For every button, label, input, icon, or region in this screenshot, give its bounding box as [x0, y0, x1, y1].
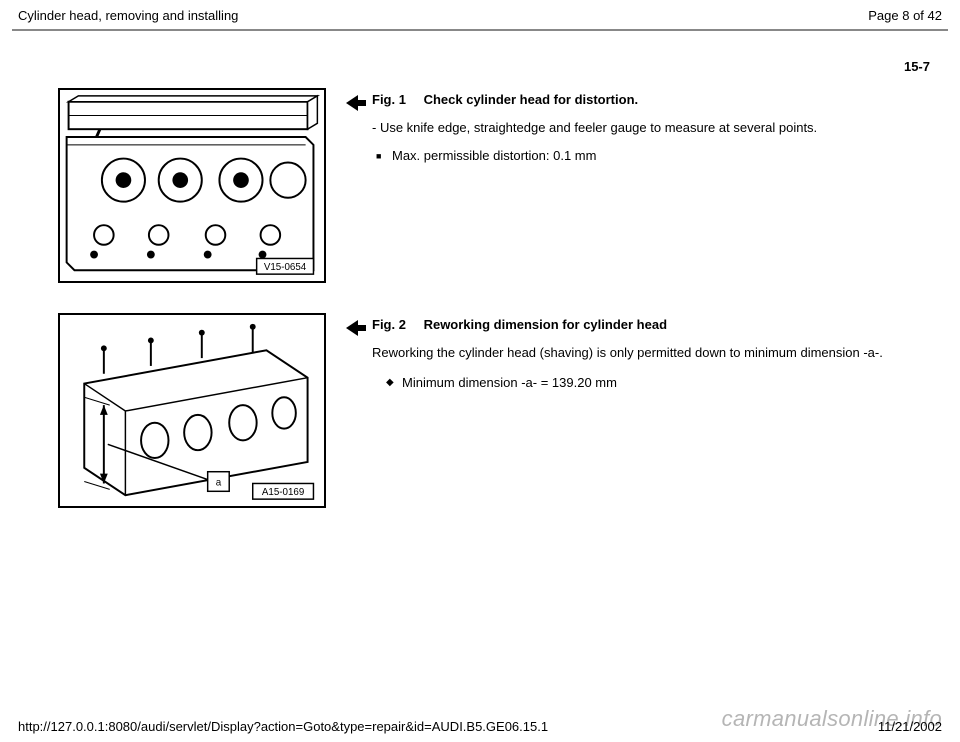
header-title: Cylinder head, removing and installing [18, 8, 238, 23]
figure-1-svg: V15-0654 [60, 90, 324, 281]
header-rule [12, 29, 948, 31]
figure-1-label: Fig. 1 [372, 92, 406, 107]
figure-1-diagram: V15-0654 [58, 88, 326, 283]
figure-2-diagram: a A15-0169 [58, 313, 326, 508]
arrow-left-icon [344, 92, 366, 114]
footer-date: 11/21/2002 [878, 719, 942, 734]
bullet-icon: ■ [376, 147, 392, 165]
arrow-left-icon [344, 317, 366, 339]
figure-1-tag: V15-0654 [264, 262, 307, 273]
figure-1-arrow [344, 88, 372, 117]
page-footer: http://127.0.0.1:8080/audi/servlet/Displ… [0, 719, 960, 734]
section-number: 15-7 [0, 41, 960, 88]
figure-2-diamond: ◆ Minimum dimension -a- = 139.20 mm [372, 374, 930, 392]
figure-2-tag: A15-0169 [262, 487, 304, 498]
figure-2-caption: Reworking dimension for cylinder head [424, 317, 667, 332]
figure-1-step: - Use knife edge, straightedge and feele… [372, 119, 930, 137]
content-area: V15-0654 Fig. 1 Check cylinder head for … [0, 88, 960, 508]
page-header: Cylinder head, removing and installing P… [0, 0, 960, 29]
figure-2-text: Fig. 2 Reworking dimension for cylinder … [372, 313, 930, 401]
figure-2-arrow [344, 313, 372, 342]
figure-2-block: a A15-0169 Fig. 2 Reworking dimension fo… [58, 313, 930, 508]
figure-2-body: Reworking the cylinder head (shaving) is… [372, 344, 930, 362]
figure-2-label: Fig. 2 [372, 317, 406, 332]
figure-1-title: Fig. 1 Check cylinder head for distortio… [372, 92, 930, 107]
figure-1-bullet: ■ Max. permissible distortion: 0.1 mm [372, 147, 930, 165]
diamond-icon: ◆ [386, 374, 402, 391]
figure-1-block: V15-0654 Fig. 1 Check cylinder head for … [58, 88, 930, 283]
figure-2-svg: a A15-0169 [60, 315, 324, 506]
figure-2-dim-label: a [216, 477, 222, 488]
footer-url: http://127.0.0.1:8080/audi/servlet/Displ… [18, 719, 548, 734]
header-page-label: Page 8 of 42 [868, 8, 942, 23]
figure-1-caption: Check cylinder head for distortion. [424, 92, 639, 107]
figure-2-title: Fig. 2 Reworking dimension for cylinder … [372, 317, 930, 332]
figure-1-text: Fig. 1 Check cylinder head for distortio… [372, 88, 930, 175]
